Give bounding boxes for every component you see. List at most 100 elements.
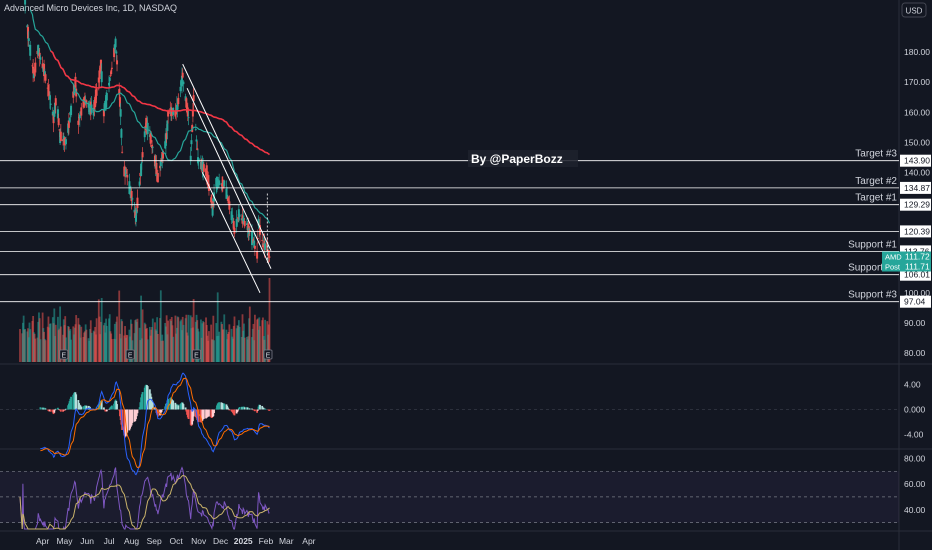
macd-histogram-bar (151, 402, 154, 410)
candle (146, 116, 149, 141)
volume-bar (233, 316, 236, 362)
svg-text:E: E (61, 353, 66, 360)
macd-histogram-bar (57, 407, 59, 410)
candle (120, 128, 123, 146)
candle (72, 84, 75, 104)
svg-text:E: E (128, 353, 133, 360)
candle (175, 111, 178, 121)
macd-histogram-bar (167, 398, 169, 410)
volume-bar (95, 318, 98, 362)
candle (261, 234, 264, 246)
candle (59, 123, 62, 142)
candle (114, 36, 117, 52)
volume-bar (24, 328, 27, 362)
macd-histogram-bar (54, 408, 57, 410)
earnings-icon[interactable]: E (59, 349, 69, 360)
candle (177, 93, 180, 107)
volume-bar (53, 308, 56, 362)
time-axis-label: 2025 (234, 536, 253, 546)
earnings-icon[interactable]: E (263, 349, 273, 360)
time-axis-label: Feb (259, 536, 274, 546)
candle (34, 57, 37, 77)
time-axis[interactable]: Apr May Jun Jul Aug Sep Oct Nov Dec 2025 Feb Mar Apr (36, 536, 316, 546)
macd-histogram-bar (54, 409, 56, 411)
macd-tick-label: 4.00 (904, 380, 921, 390)
candle (156, 169, 159, 183)
macd-histogram-bar (259, 404, 261, 410)
volume-bar (140, 295, 142, 362)
volume-bar (70, 339, 72, 362)
level-label: Target #2 (855, 176, 897, 187)
candle (259, 216, 262, 243)
volume-bar (259, 326, 261, 362)
rsi-axis[interactable]: 80.00 60.00 40.00 (904, 453, 926, 514)
candle (180, 67, 183, 94)
volume-bar (167, 320, 169, 362)
candle (267, 249, 270, 263)
candle (155, 155, 158, 182)
candle-layer (24, 0, 271, 263)
macd-histogram-bar (161, 409, 164, 411)
last-price-tag: AMD 111.72 Post 111.71 (882, 251, 931, 272)
earnings-icon[interactable]: E (192, 349, 201, 360)
svg-text:129.29: 129.29 (904, 200, 930, 210)
price-tick-label: 140.00 (904, 167, 930, 177)
author-watermark: By @PaperBozz (468, 150, 578, 167)
level-label: Target #1 (855, 193, 897, 204)
candle (196, 141, 199, 151)
macd-histogram-bar (44, 408, 47, 410)
candle (182, 80, 185, 92)
candle (253, 245, 256, 256)
candle (44, 72, 47, 84)
macd-histogram-bar (172, 400, 175, 410)
horizontal-levels-layer: Target #3 Target #2 Target #1 Support #1 Sup… (0, 149, 899, 303)
candle (149, 130, 152, 147)
volume-bar (177, 317, 180, 362)
macd-histogram-bar (64, 409, 67, 411)
candle (108, 77, 111, 88)
volume-bar (268, 278, 271, 362)
svg-text:143.90: 143.90 (904, 156, 930, 166)
volume-bar (34, 338, 37, 362)
time-axis-label: May (56, 536, 73, 546)
channel-line[interactable] (201, 172, 261, 294)
channel-line[interactable] (182, 63, 272, 251)
volume-bar (126, 335, 129, 362)
candle (27, 24, 30, 47)
candle (126, 169, 129, 186)
channel-line[interactable] (186, 87, 272, 269)
candle (49, 94, 52, 110)
time-axis-label: Jun (80, 536, 94, 546)
macd-histogram-bar (264, 408, 267, 410)
currency-button[interactable]: USD (901, 2, 927, 18)
candle (166, 120, 169, 140)
candle (164, 128, 167, 155)
rsi-tick-label: 40.00 (904, 505, 926, 515)
candle (83, 92, 86, 108)
macd-histogram-bar (126, 409, 129, 433)
candle (116, 55, 119, 72)
macd-histogram-bar (248, 408, 251, 410)
candle (136, 189, 139, 212)
macd-histogram-bar (146, 386, 149, 410)
candle (95, 83, 98, 100)
macd-histogram-bar (105, 409, 108, 412)
macd-axis[interactable]: 4.00 0.000 -4.00 (904, 380, 926, 440)
volume-bar (248, 306, 251, 362)
candle (99, 59, 102, 74)
macd-histogram-bar (213, 409, 215, 414)
macd-histogram-bar (192, 409, 195, 417)
macd-histogram-bar (80, 406, 83, 410)
candle (78, 111, 81, 127)
candle (192, 88, 195, 110)
svg-text:113.76: 113.76 (904, 246, 930, 256)
macd-histogram-bar (65, 408, 67, 410)
earnings-icon[interactable]: E (125, 349, 135, 360)
time-axis-label: Apr (302, 536, 315, 546)
volume-bar (202, 322, 205, 362)
price-tick-label: 180.00 (904, 47, 930, 57)
volume-bar (54, 324, 57, 362)
macd-histogram-bar (154, 407, 156, 410)
volume-bar (19, 329, 21, 362)
